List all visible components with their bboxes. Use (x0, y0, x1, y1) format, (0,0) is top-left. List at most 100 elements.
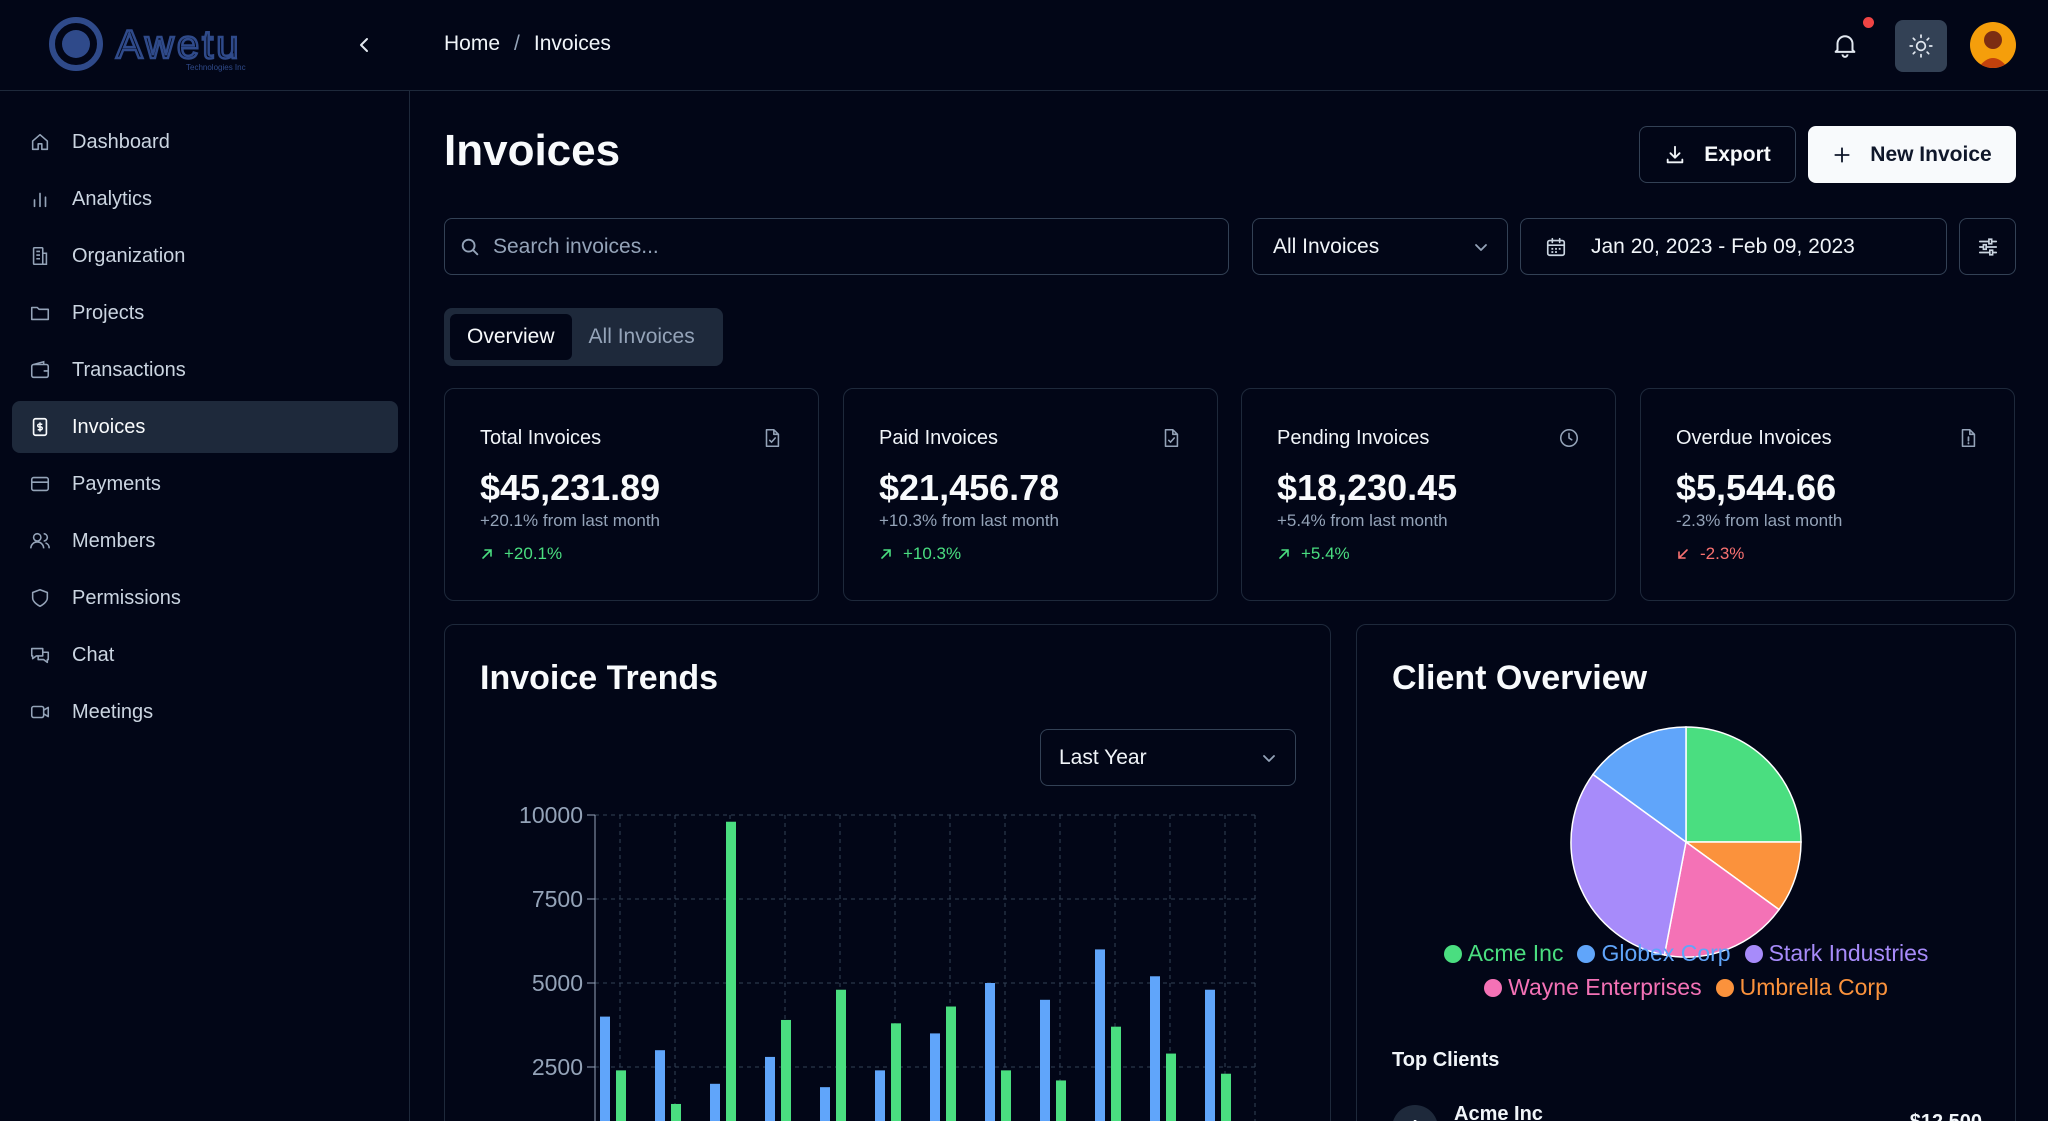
stat-subtext: +20.1% from last month (480, 511, 661, 530)
new-invoice-button[interactable]: New Invoice (1808, 126, 2016, 183)
invoice-trends-chart: 2500 5000 7500 10000 (519, 802, 1256, 1121)
arrow-up-right-icon (1279, 549, 1289, 559)
date-range-value: Jan 20, 2023 - Feb 09, 2023 (1591, 234, 1855, 258)
user-avatar[interactable] (1970, 22, 2016, 68)
pie-slice-wayne-enterprises[interactable] (1663, 840, 1781, 958)
bar (616, 1070, 626, 1121)
svg-text:Awetu: Awetu (116, 23, 241, 67)
stat-card: Pending Invoices $18,230.45 +5.4% from las… (1241, 388, 1616, 601)
top-clients-heading: Top Clients (1392, 1049, 1500, 1071)
sidebar-item-projects[interactable]: Projects (12, 287, 398, 339)
bar (820, 1087, 830, 1121)
tab-overview[interactable]: Overview (450, 314, 572, 360)
stat-change: +10.3% (879, 544, 961, 564)
top-bar: Awetu Technologies Inc Home / Invoices (0, 0, 2048, 91)
stat-title: Total Invoices (480, 427, 602, 449)
pie-slice-globex-corp[interactable] (1591, 726, 1687, 844)
arrow-down-left-icon (1678, 549, 1688, 559)
sidebar-item-label: Meetings (72, 700, 154, 723)
search-icon (461, 238, 479, 255)
breadcrumb-home[interactable]: Home (444, 32, 501, 55)
date-range-picker[interactable]: Jan 20, 2023 - Feb 09, 2023 (1520, 218, 1947, 275)
bar (1221, 1073, 1231, 1121)
stat-card: Overdue Invoices $5,544.66 -2.3% from last… (1640, 388, 2015, 601)
y-tick-label: 7500 (532, 886, 583, 912)
filter-settings-button[interactable] (1959, 218, 2016, 275)
y-tick-label: 5000 (532, 970, 583, 996)
y-tick-label: 10000 (519, 802, 583, 828)
folder-icon (28, 301, 52, 325)
sidebar-item-label: Analytics (72, 187, 153, 210)
breadcrumb-current: Invoices (533, 32, 611, 55)
breadcrumb-separator: / (514, 32, 520, 55)
stat-title: Overdue Invoices (1676, 427, 1832, 449)
sidebar-item-permissions[interactable]: Permissions (12, 572, 398, 624)
sidebar-item-payments[interactable]: Payments (12, 458, 398, 510)
page-title: Invoices (444, 126, 621, 175)
client-pie-chart (1570, 726, 1802, 958)
legend-item[interactable]: Globex Corp (1577, 940, 1731, 967)
sidebar-item-label: Transactions (72, 358, 186, 381)
bar (930, 1033, 940, 1121)
y-tick-label: 2500 (532, 1054, 583, 1080)
sidebar-item-label: Payments (72, 472, 161, 495)
client-overview-panel: Client Overview Acme Inc Globex Corp Stark… (1356, 624, 2016, 1121)
sidebar-item-analytics[interactable]: Analytics (12, 173, 398, 225)
notifications-button[interactable] (1830, 30, 1860, 60)
theme-toggle-button[interactable] (1895, 20, 1947, 72)
stat-value: $45,231.89 (480, 467, 661, 508)
bar-chart-icon (28, 187, 52, 211)
credit-card-icon (28, 472, 52, 496)
video-icon (28, 700, 52, 724)
legend-item[interactable]: Umbrella Corp (1715, 974, 1888, 1001)
sidebar-item-dashboard[interactable]: Dashboard (12, 116, 398, 168)
trend-range-select[interactable]: Last Year (1040, 729, 1296, 786)
search-input[interactable] (493, 234, 1193, 259)
stat-change-value: -2.3% (1700, 544, 1745, 563)
sidebar-nav: Dashboard Analytics Organization Projects Tr… (12, 116, 398, 743)
stat-value: $5,544.66 (1676, 467, 1837, 508)
building-icon (28, 244, 52, 268)
sidebar-item-label: Projects (72, 301, 145, 324)
invoice-icon (28, 415, 52, 439)
bar (1001, 1070, 1011, 1121)
pie-slice-acme-inc[interactable] (1685, 726, 1802, 843)
sidebar-item-chat[interactable]: Chat (12, 629, 398, 681)
svg-text:Technologies Inc: Technologies Inc (186, 63, 246, 72)
clock-icon (1558, 427, 1580, 449)
legend-row: Wayne Enterprises Umbrella Corp (1357, 974, 2015, 1001)
client-row[interactable]: A Acme Inc $12,500 (1392, 1093, 1982, 1121)
chevron-left-icon (360, 38, 368, 52)
stat-title: Paid Invoices (879, 427, 998, 449)
bar (1166, 1053, 1176, 1121)
chevron-down-icon (1475, 243, 1487, 251)
bar (671, 1103, 681, 1121)
brand-logo[interactable]: Awetu Technologies Inc (46, 14, 266, 76)
collapse-sidebar-button[interactable] (352, 30, 376, 60)
sidebar-item-invoices[interactable]: Invoices (12, 401, 398, 453)
legend-item[interactable]: Stark Industries (1744, 940, 1928, 967)
stat-subtext: +10.3% from last month (879, 511, 1060, 530)
bar (600, 1016, 610, 1121)
bar (655, 1050, 665, 1121)
sidebar-item-transactions[interactable]: Transactions (12, 344, 398, 396)
breadcrumb: Home / Invoices (444, 32, 611, 56)
stat-change-value: +20.1% (504, 544, 563, 563)
users-icon (28, 529, 52, 553)
legend-item[interactable]: Acme Inc (1443, 940, 1563, 967)
tab-all-invoices[interactable]: All Invoices (588, 325, 695, 348)
export-button[interactable]: Export (1639, 126, 1796, 183)
invoice-type-select[interactable]: All Invoices (1252, 218, 1508, 275)
search-box (444, 218, 1229, 275)
legend-item[interactable]: Wayne Enterprises (1484, 974, 1702, 1001)
legend-dot (1484, 978, 1503, 997)
sidebar-item-label: Permissions (72, 586, 181, 609)
sidebar-item-members[interactable]: Members (12, 515, 398, 567)
sidebar-item-meetings[interactable]: Meetings (12, 686, 398, 738)
pie-slice-umbrella-corp[interactable] (1683, 841, 1802, 911)
sidebar-item-organization[interactable]: Organization (12, 230, 398, 282)
wallet-icon (28, 358, 52, 382)
bar (985, 983, 995, 1121)
pie-slice-stark-industries[interactable] (1570, 773, 1687, 956)
stat-change: +20.1% (480, 544, 562, 564)
